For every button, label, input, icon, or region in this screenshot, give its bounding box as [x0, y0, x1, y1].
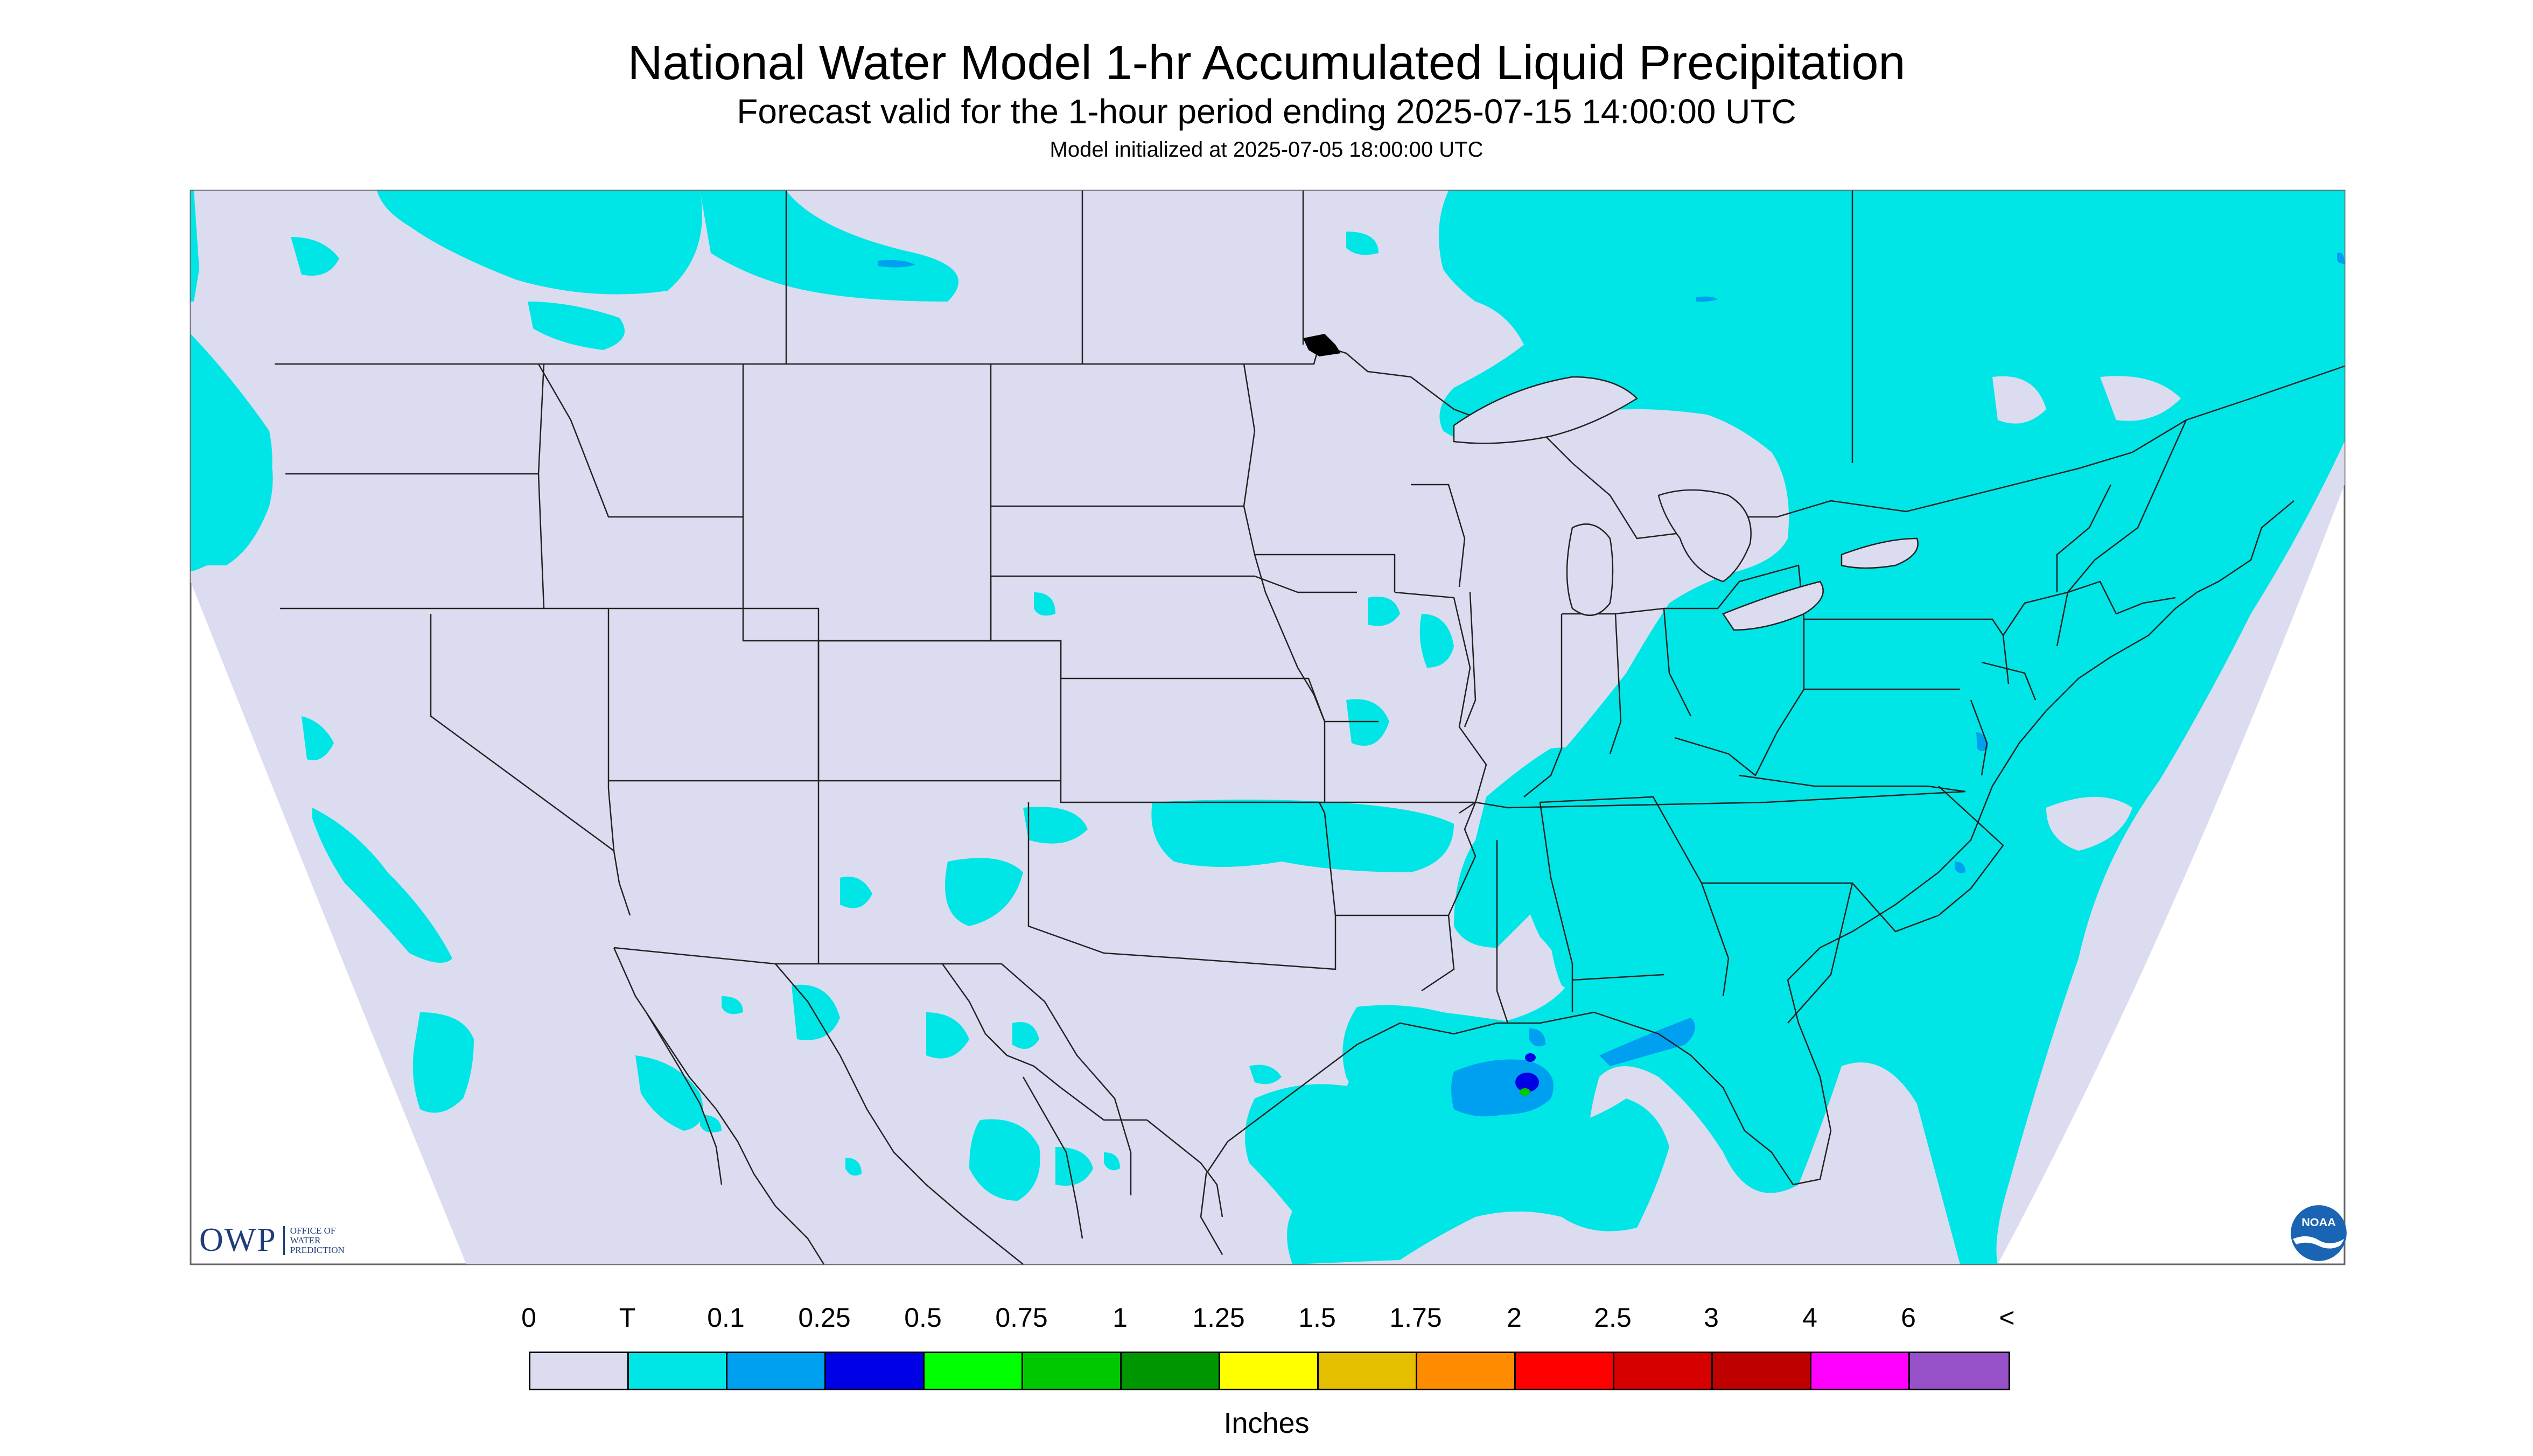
legend-tick-label: 3	[1704, 1303, 1719, 1333]
owp-logo: OWP OFFICE OF WATER PREDICTION	[199, 1221, 345, 1259]
legend-colorbar	[529, 1352, 2010, 1390]
legend-swatch	[1220, 1353, 1319, 1389]
legend-swatch	[629, 1353, 727, 1389]
legend-tick-label: 0.5	[904, 1303, 942, 1333]
legend-swatch	[530, 1353, 629, 1389]
legend-tick-label: 0.25	[798, 1303, 851, 1333]
legend-tick-label: 1.5	[1298, 1303, 1336, 1333]
legend-tick-label: 2	[1507, 1303, 1522, 1333]
owp-logo-text: OWP	[199, 1222, 277, 1258]
legend-swatch	[1417, 1353, 1516, 1389]
noaa-logo: NOAA	[2291, 1205, 2347, 1261]
legend-tick-label: 1.25	[1192, 1303, 1245, 1333]
legend-tick-label: 0	[521, 1303, 536, 1333]
legend-tick-label: <	[1999, 1303, 2015, 1333]
legend-tick-label: 1	[1112, 1303, 1128, 1333]
legend-swatch	[1023, 1353, 1122, 1389]
legend-tick-label: 1.75	[1389, 1303, 1442, 1333]
legend-swatch	[1516, 1353, 1614, 1389]
map-title: National Water Model 1-hr Accumulated Li…	[627, 36, 1906, 90]
legend-swatch	[925, 1353, 1023, 1389]
legend-swatch	[1614, 1353, 1713, 1389]
map-subtitle: Forecast valid for the 1-hour period end…	[737, 92, 1796, 131]
legend-tick-label: 2.5	[1594, 1303, 1632, 1333]
precip-heavy-cell	[1515, 1053, 1539, 1096]
legend-tick-label: T	[619, 1303, 636, 1333]
legend-tick-label: 0.75	[995, 1303, 1048, 1333]
precip-light-areas	[878, 253, 2345, 1117]
legend-tick-label: 6	[1901, 1303, 1916, 1333]
noaa-logo-text: NOAA	[2301, 1215, 2336, 1229]
legend-tick-labels: 0 T 0.1 0.25 0.5 0.75 1 1.25 1.5 1.75 2 2.5 3 4 6 <	[0, 1302, 2533, 1340]
owp-logo-subtext: OFFICE OF WATER PREDICTION	[283, 1226, 345, 1255]
legend-swatch	[1122, 1353, 1220, 1389]
state-boundaries	[275, 191, 2345, 1265]
legend-swatch	[727, 1353, 826, 1389]
legend-swatch	[826, 1353, 925, 1389]
legend-swatch	[1811, 1353, 1910, 1389]
model-init-text: Model initialized at 2025-07-05 18:00:00…	[1049, 138, 1484, 162]
legend-tick-label: 0.1	[707, 1303, 745, 1333]
legend-swatch	[1910, 1353, 2009, 1389]
precip-trace-areas	[191, 191, 2345, 1264]
lake-of-the-woods	[1303, 334, 1341, 356]
legend-swatch	[1319, 1353, 1417, 1389]
legend-tick-label: 4	[1802, 1303, 1817, 1333]
great-lakes	[1453, 376, 1919, 631]
legend-units: Inches	[1223, 1407, 1310, 1439]
legend-swatch	[1713, 1353, 1811, 1389]
